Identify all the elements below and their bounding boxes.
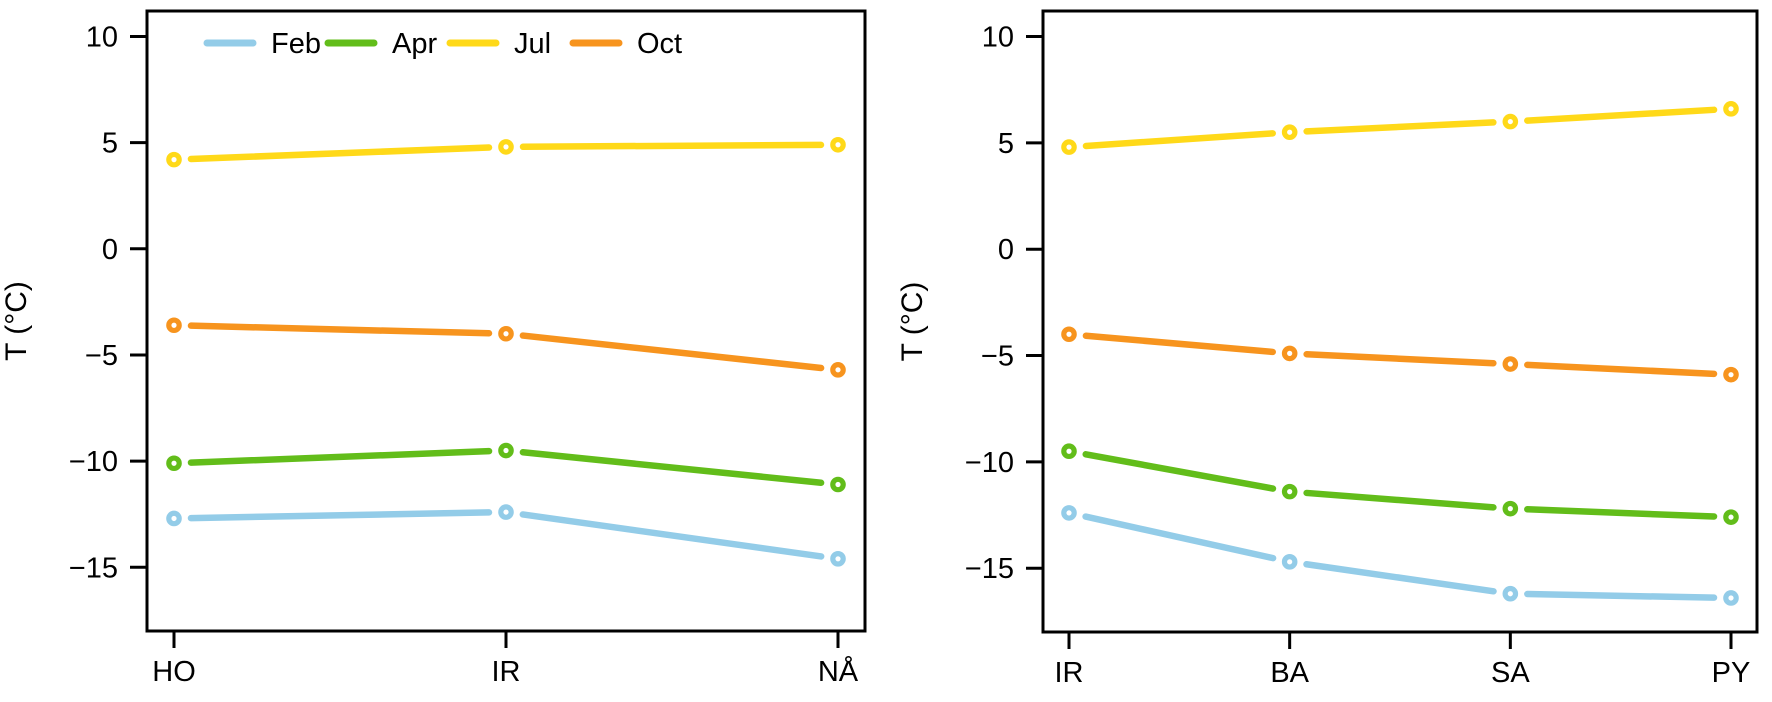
series-marker-apr-right xyxy=(1061,443,1077,460)
series-line-oct-left xyxy=(187,322,493,337)
series-marker-oct-left xyxy=(830,362,846,378)
series-marker-oct-right xyxy=(1061,326,1077,343)
y-tick-label-left: 0 xyxy=(102,234,118,266)
y-tick-label-left: −10 xyxy=(69,446,118,478)
series-line-feb-right xyxy=(1524,590,1718,601)
series-line-oct-left xyxy=(519,332,825,372)
series-line-apr-right xyxy=(1303,489,1497,511)
series-marker-apr-right xyxy=(1281,483,1298,500)
y-tick-label-right: −10 xyxy=(965,447,1014,479)
series-line-feb-right xyxy=(1082,513,1277,562)
series-marker-feb-right xyxy=(1723,590,1739,606)
series-marker-feb-right xyxy=(1281,554,1298,570)
x-tick-label-left: HO xyxy=(152,656,196,688)
series-marker-oct-right xyxy=(1281,345,1298,362)
series-marker-jul-right xyxy=(1723,101,1739,117)
series-marker-apr-left xyxy=(166,455,182,472)
series-marker-feb-right xyxy=(1061,505,1077,521)
series-line-apr-left xyxy=(187,447,493,466)
series-marker-feb-right xyxy=(1502,585,1519,602)
series-line-apr-right xyxy=(1082,451,1277,492)
series-line-feb-left xyxy=(519,511,825,560)
y-axis-title-left: T (°C) xyxy=(0,281,33,361)
legend-label-oct: Oct xyxy=(637,28,682,60)
x-tick-label-right: IR xyxy=(1055,657,1084,689)
series-marker-feb-left xyxy=(166,510,182,527)
series-line-oct-right xyxy=(1303,350,1497,367)
series-line-jul-right xyxy=(1303,119,1497,135)
series-marker-oct-right xyxy=(1723,366,1739,383)
series-marker-jul-right xyxy=(1502,113,1519,130)
x-tick-label-right: BA xyxy=(1270,657,1309,689)
series-line-feb-left xyxy=(187,509,493,522)
y-tick-label-left: 5 xyxy=(102,128,118,160)
series-marker-apr-left xyxy=(830,476,846,493)
series-marker-oct-right xyxy=(1502,356,1519,372)
y-tick-label-right: 0 xyxy=(998,234,1014,266)
series-line-jul-right xyxy=(1082,130,1276,150)
x-tick-label-right: PY xyxy=(1712,657,1751,689)
series-marker-apr-right xyxy=(1723,509,1739,525)
series-marker-jul-left xyxy=(498,139,514,155)
y-tick-label-left: −15 xyxy=(69,552,118,584)
legend-label-apr: Apr xyxy=(392,28,437,60)
series-marker-oct-left xyxy=(166,317,182,334)
series-marker-jul-left xyxy=(830,136,846,153)
y-axis-title-right: T (°C) xyxy=(896,282,929,362)
series-line-oct-right xyxy=(1082,332,1276,356)
series-marker-jul-left xyxy=(166,151,182,168)
legend-label-feb: Feb xyxy=(271,28,321,60)
y-tick-label-right: −5 xyxy=(981,341,1014,373)
series-line-jul-left xyxy=(519,141,825,151)
series-marker-feb-left xyxy=(830,551,846,567)
y-tick-label-right: −15 xyxy=(965,553,1014,585)
series-marker-oct-left xyxy=(498,325,514,342)
y-tick-label-right: 10 xyxy=(982,22,1014,54)
x-tick-label-left: NÅ xyxy=(818,655,859,688)
series-line-jul-right xyxy=(1524,106,1718,124)
series-marker-jul-right xyxy=(1281,124,1298,141)
x-tick-label-left: IR xyxy=(492,656,521,688)
plot-box-right xyxy=(1041,9,1759,634)
series-marker-apr-left xyxy=(498,442,514,459)
legend-label-jul: Jul xyxy=(514,28,551,60)
series-marker-jul-right xyxy=(1061,139,1077,155)
series-marker-apr-right xyxy=(1502,500,1519,517)
series-line-apr-left xyxy=(519,449,825,487)
series-line-feb-right xyxy=(1303,561,1497,595)
y-tick-label-left: 10 xyxy=(86,21,118,53)
series-marker-feb-left xyxy=(498,504,514,520)
series-line-apr-right xyxy=(1524,506,1718,520)
series-line-oct-right xyxy=(1524,361,1718,378)
x-tick-label-right: SA xyxy=(1491,657,1530,689)
plot-box-left xyxy=(145,9,867,633)
y-tick-label-right: 5 xyxy=(998,128,1014,160)
y-tick-label-left: −5 xyxy=(85,340,118,372)
series-line-jul-left xyxy=(187,144,493,163)
